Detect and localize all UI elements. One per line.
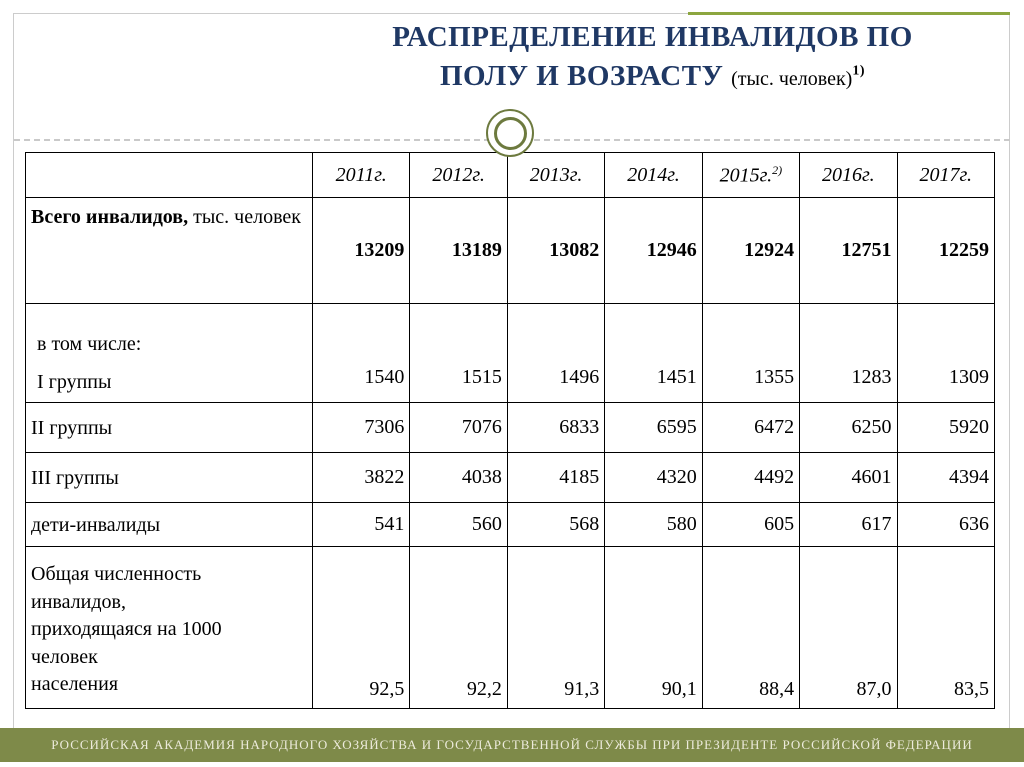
year-label: 2014г.	[627, 163, 680, 186]
title-unit: (тыс. человек)	[731, 68, 853, 91]
title-line2: ПОЛУ И ВОЗРАСТУ (тыс. человек)1)	[300, 57, 1005, 96]
slide-title: РАСПРЕДЕЛЕНИЕ ИНВАЛИДОВ ПО ПОЛУ И ВОЗРАС…	[300, 18, 1005, 96]
title-footnote-marker: 1)	[852, 63, 866, 79]
row-group-3: III группы 3822 4038 4185 4320 4492 4601…	[25, 452, 996, 503]
row-label-rest: тыс. человек	[188, 206, 301, 228]
footer-bar: РОССИЙСКАЯ АКАДЕМИЯ НАРОДНОГО ХОЗЯЙСТВА …	[0, 728, 1024, 762]
row-label-cell: в том числе: I группы	[25, 303, 313, 403]
value-cell: 1283	[799, 303, 898, 403]
row-label-cell: Общая численность инвалидов, приходящаяс…	[25, 546, 313, 709]
value-cell: 6250	[799, 402, 898, 453]
year-label: 2011г.	[335, 163, 387, 186]
year-label: 2012г.	[432, 163, 485, 186]
value-cell: 6833	[506, 402, 606, 453]
top-right-accent-line	[688, 12, 1010, 15]
value-cell: 6595	[604, 402, 703, 453]
row-label-cell: Всего инвалидов, тыс. человек	[25, 197, 313, 304]
row-per-1000-population: Общая численность инвалидов, приходящаяс…	[25, 546, 996, 709]
value-cell: 7076	[409, 402, 508, 453]
year-label: 2017г.	[919, 163, 973, 186]
value-cell: 560	[409, 502, 508, 547]
value-cell: 6472	[701, 402, 801, 453]
table-header-row: 2011г. 2012г. 2013г. 2014г. 2015г.2) 201…	[25, 152, 996, 198]
row-total-disabled: Всего инвалидов, тыс. человек 13209 1318…	[25, 197, 996, 304]
row-group-1: в том числе: I группы 1540 1515 1496 145…	[25, 303, 996, 403]
value-cell: 91,3	[506, 546, 606, 709]
row-label-bold: Всего инвалидов,	[31, 206, 189, 228]
year-footnote-marker: 2)	[772, 162, 783, 177]
value-cell: 1451	[604, 303, 703, 403]
decorative-circle-icon	[486, 109, 534, 157]
row-label-cell: дети-инвалиды	[25, 502, 313, 547]
year-header-cell: 2011г.	[311, 152, 411, 198]
value-cell: 92,2	[409, 546, 508, 709]
value-cell: 12946	[604, 197, 703, 304]
title-line1: РАСПРЕДЕЛЕНИЕ ИНВАЛИДОВ ПО	[392, 21, 913, 53]
row-group-2: II группы 7306 7076 6833 6595 6472 6250 …	[25, 402, 996, 453]
value-cell: 5920	[896, 402, 996, 453]
value-cell: 605	[701, 502, 801, 547]
value-cell: 12924	[701, 197, 801, 304]
year-header-cell: 2016г.	[799, 152, 898, 198]
row-label-cell: II группы	[25, 402, 313, 453]
value-cell: 617	[799, 502, 898, 547]
value-cell: 13209	[311, 197, 411, 304]
title-line2-main: ПОЛУ И ВОЗРАСТУ	[439, 60, 732, 93]
row-intro-label: в том числе:	[37, 333, 142, 355]
value-cell: 87,0	[799, 546, 898, 709]
header-empty-cell	[25, 152, 313, 198]
value-cell: 636	[896, 502, 996, 547]
value-cell: 4320	[604, 452, 703, 503]
value-cell: 1355	[701, 303, 801, 403]
row-label: I группы	[37, 371, 112, 393]
value-cell: 92,5	[311, 546, 411, 709]
value-cell: 580	[604, 502, 703, 547]
value-cell: 1540	[311, 303, 411, 403]
value-cell: 7306	[311, 402, 411, 453]
value-cell: 88,4	[701, 546, 801, 709]
year-header-cell: 2014г.	[604, 152, 703, 198]
year-label: 2013г.	[529, 163, 583, 186]
value-cell: 541	[311, 502, 411, 547]
year-header-cell: 2012г.	[409, 152, 508, 198]
value-cell: 13082	[506, 197, 606, 304]
value-cell: 1309	[896, 303, 996, 403]
value-cell: 3822	[311, 452, 411, 503]
value-cell: 12259	[896, 197, 996, 304]
year-label: 2015г.	[719, 164, 773, 187]
value-cell: 13189	[409, 197, 508, 304]
value-cell: 12751	[799, 197, 898, 304]
row-label-cell: III группы	[25, 452, 313, 503]
value-cell: 4492	[701, 452, 801, 503]
value-cell: 568	[506, 502, 606, 547]
footer-text: РОССИЙСКАЯ АКАДЕМИЯ НАРОДНОГО ХОЗЯЙСТВА …	[51, 737, 973, 752]
year-header-cell: 2013г.	[506, 152, 606, 198]
value-cell: 4038	[409, 452, 508, 503]
year-header-cell: 2017г.	[896, 152, 996, 198]
value-cell: 1496	[506, 303, 606, 403]
decorative-circle-inner-ring	[493, 116, 527, 150]
disability-statistics-table: 2011г. 2012г. 2013г. 2014г. 2015г.2) 201…	[25, 152, 996, 709]
value-cell: 83,5	[896, 546, 996, 709]
value-cell: 1515	[409, 303, 508, 403]
value-cell: 4185	[506, 452, 606, 503]
value-cell: 4394	[896, 452, 996, 503]
year-label: 2016г.	[822, 163, 875, 186]
value-cell: 90,1	[604, 546, 703, 709]
year-header-cell: 2015г.2)	[701, 152, 801, 198]
row-disabled-children: дети-инвалиды 541 560 568 580 605 617 63…	[25, 502, 996, 547]
value-cell: 4601	[799, 452, 898, 503]
